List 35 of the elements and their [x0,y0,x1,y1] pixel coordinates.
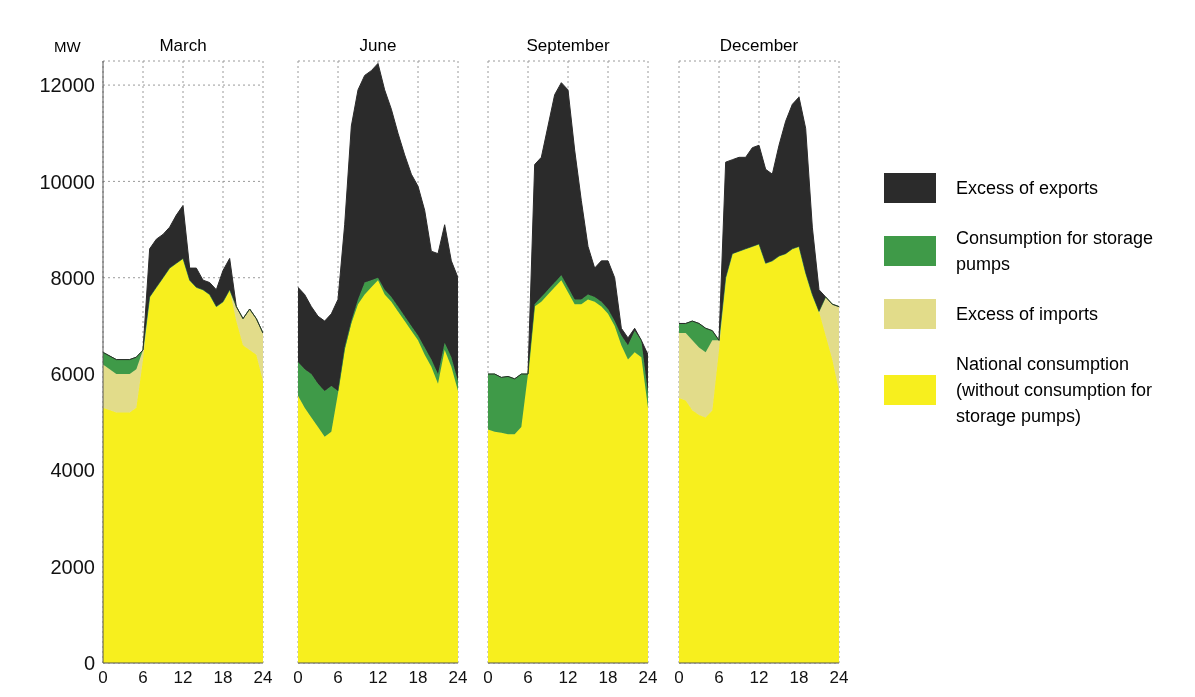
legend-label: Consumption for storage pumps [956,227,1155,276]
x-tick-label: 0 [483,668,493,688]
x-tick-label: 18 [789,668,809,688]
x-tick-label: 0 [293,668,303,688]
x-tick-label: 24 [829,668,849,688]
x-tick-label: 6 [523,668,533,688]
x-tick-label: 24 [638,668,658,688]
x-tick-label: 12 [749,668,769,688]
y-axis-title: MW [54,38,81,55]
chart-title: December [718,36,800,56]
x-tick-label: 0 [674,668,684,688]
x-tick-label: 24 [253,668,273,688]
x-tick-label: 6 [333,668,343,688]
x-tick-label: 18 [598,668,618,688]
x-tick-label: 6 [714,668,724,688]
y-tick-label: 6000 [50,363,95,386]
chart-title: June [358,36,398,56]
legend-label: Excess of exports [956,177,1100,200]
y-tick-label: 2000 [50,555,95,578]
chart-title: March [158,36,208,56]
x-tick-label: 12 [173,668,193,688]
x-tick-label: 12 [558,668,578,688]
chart-title: September [525,36,611,56]
x-tick-label: 18 [408,668,428,688]
legend-label: Excess of imports [956,303,1100,326]
x-tick-label: 0 [98,668,108,688]
y-tick-label: 4000 [50,459,95,482]
y-tick-label: 10000 [39,170,95,193]
legend-label: National consumption (without consumption for storage pumps) [956,353,1154,428]
x-tick-label: 6 [138,668,148,688]
x-tick-label: 12 [368,668,388,688]
y-tick-label: 8000 [50,266,95,289]
x-tick-label: 24 [448,668,468,688]
x-tick-label: 18 [213,668,233,688]
y-tick-label: 12000 [39,74,95,97]
